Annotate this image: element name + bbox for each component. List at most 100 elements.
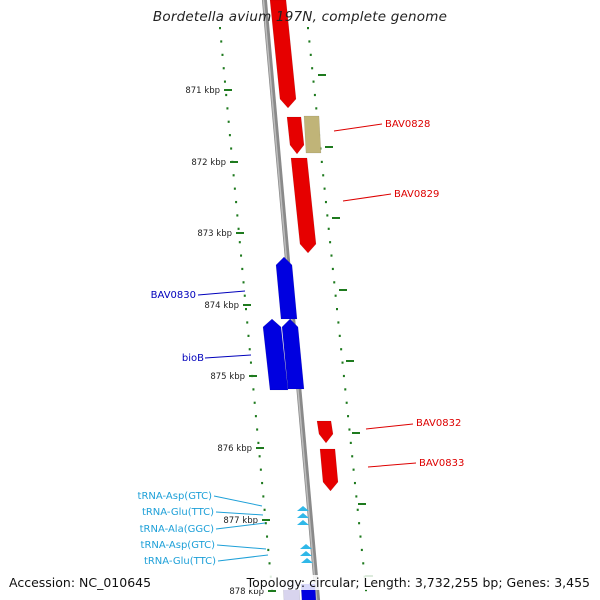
scale-dot-right <box>312 80 315 83</box>
scale-dot-right <box>341 361 344 364</box>
scale-dot-right <box>347 415 350 418</box>
scale-dot-right <box>323 187 326 190</box>
forward-gene-arrow <box>319 448 339 492</box>
gene-label: BAV0829 <box>394 189 439 200</box>
gene-label-leader <box>365 423 414 430</box>
scale-dot-right <box>320 160 323 164</box>
gene-label: tRNA-Glu(TTC) <box>142 507 214 518</box>
gene-label: tRNA-Asp(GTC) <box>141 540 216 551</box>
scale-dot-right <box>358 522 361 525</box>
scale-dot-left <box>266 535 269 538</box>
trna-marker <box>300 551 312 556</box>
map-title: Bordetella avium 197N, complete genome <box>152 9 448 25</box>
genome-stats-text: Topology: circular; Length: 3,732,255 bp… <box>246 575 590 590</box>
tick-label: 878 kbp <box>229 587 264 597</box>
scale-dot-right <box>359 535 362 538</box>
scale-dot-left <box>248 348 251 351</box>
gene-label-leader <box>197 290 246 296</box>
trna-marker <box>297 520 309 525</box>
scale-dot-left <box>235 200 238 204</box>
scale-dot-left <box>258 455 261 458</box>
scale-dot-left <box>221 53 224 56</box>
scale-dot-left <box>267 548 270 552</box>
scale-dot-left <box>241 267 244 271</box>
scale-dot-right <box>326 214 329 217</box>
scale-dot-right <box>338 334 341 337</box>
tick-label: 877 kbp <box>223 516 258 526</box>
scale-dot-right <box>340 348 343 351</box>
scale-dot-right <box>331 267 334 271</box>
scale-dot-left <box>223 80 226 83</box>
scale-dot-left <box>256 428 259 431</box>
scale-dot-left <box>245 308 247 311</box>
scale-dot-right <box>352 468 355 471</box>
trna-marker <box>297 513 309 518</box>
gene-label-leader <box>342 193 392 202</box>
scale-dot-right <box>327 227 330 230</box>
gene-label: tRNA-Asp(GTC) <box>138 491 213 502</box>
scale-dot-left <box>236 214 239 217</box>
scale-dot-right <box>329 241 332 244</box>
tick-label: 873 kbp <box>197 229 232 239</box>
scale-dot-right <box>336 308 338 311</box>
accession-text: Accession: NC_010645 <box>9 575 152 590</box>
scale-dot-left <box>242 281 245 284</box>
scale-dot-left <box>261 481 264 485</box>
scale-dot-left <box>227 120 230 123</box>
scale-dot-left <box>264 522 267 525</box>
gene-label-leader <box>215 522 266 530</box>
scale-dot-right <box>348 428 351 431</box>
scale-dot-left <box>226 107 229 110</box>
scale-dot-left <box>238 241 241 244</box>
reverse-gene-arrow <box>262 318 289 391</box>
scale-dot-left <box>249 361 252 364</box>
scale-dot-left <box>230 147 233 150</box>
scale-dot-right <box>353 481 356 485</box>
scale-dot-right <box>307 27 309 30</box>
scale-dot-left <box>259 468 262 471</box>
scale-dot-left <box>228 134 231 137</box>
scale-dot-right <box>333 281 336 284</box>
gene-label: BAV0833 <box>419 458 464 469</box>
gene-label: tRNA-Glu(TTC) <box>144 556 216 567</box>
scale-dot-left <box>253 401 256 404</box>
forward-gene-arrow <box>269 0 297 109</box>
scale-dot-left <box>247 334 250 337</box>
scale-dot-left <box>263 508 266 511</box>
scale-dot-right <box>324 200 327 204</box>
gene-label: bioB <box>182 353 204 364</box>
scale-dot-right <box>330 254 333 257</box>
tick-label: 871 kbp <box>185 86 220 96</box>
scale-dot-right <box>351 455 354 458</box>
scale-dot-left <box>219 27 221 30</box>
scale-dot-left <box>252 388 255 391</box>
scale-dot-right <box>308 40 311 43</box>
trna-marker <box>297 506 309 511</box>
gene-label-leader <box>215 511 264 516</box>
scale-dot-right <box>337 321 340 324</box>
scale-dot-right <box>362 562 365 565</box>
trna-marker <box>300 544 312 549</box>
gene-label-leader <box>333 123 383 132</box>
scale-dot-left <box>268 562 271 565</box>
tick-label: 872 kbp <box>191 158 226 168</box>
scale-dot-right <box>345 401 348 404</box>
trna-marker <box>301 558 313 563</box>
scale-dot-left <box>237 227 240 230</box>
scale-dot-right <box>342 374 345 378</box>
scale-dot-right <box>344 388 347 391</box>
scale-dot-right <box>309 53 312 56</box>
gene-label-leader <box>216 544 267 550</box>
scale-dot-left <box>243 294 246 297</box>
scale-dot-right <box>311 67 314 70</box>
other-gene-block <box>303 115 322 154</box>
forward-gene-arrow <box>290 157 317 254</box>
scale-dot-right <box>334 294 337 297</box>
gene-layer <box>262 0 339 600</box>
gene-label-leader <box>204 354 252 359</box>
scale-dot-right <box>355 495 358 498</box>
scale-dot-right <box>313 93 316 97</box>
forward-gene-arrow <box>286 116 305 155</box>
scale-dot-right <box>322 174 325 177</box>
